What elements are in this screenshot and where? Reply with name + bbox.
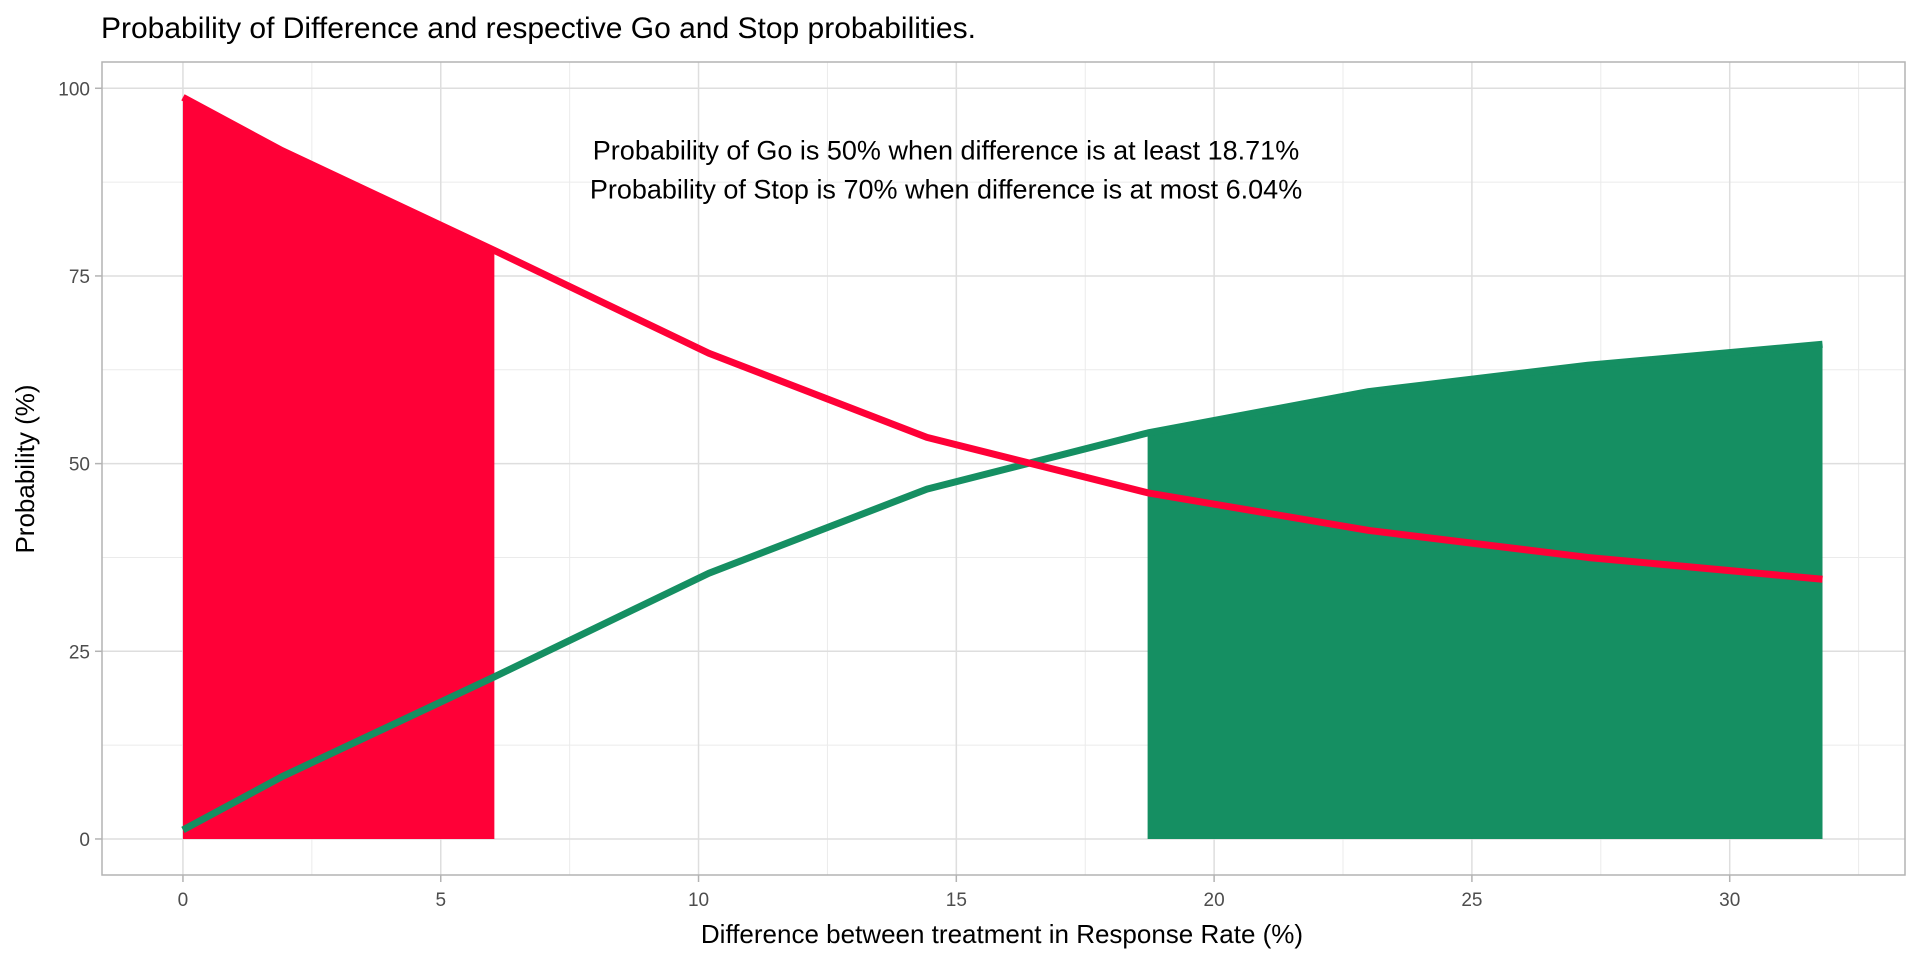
x-tick-label: 10	[688, 890, 709, 911]
chart-title: Probability of Difference and respective…	[101, 12, 976, 45]
panel-border	[101, 61, 1906, 876]
x-axis-title: Difference between treatment in Response…	[701, 919, 1303, 949]
x-tick-label: 20	[1204, 890, 1225, 911]
x-tick-label: 0	[178, 890, 189, 911]
y-axis-title: Probability (%)	[10, 384, 40, 553]
y-axis-ticks: 0 25 50 75 100	[58, 79, 102, 851]
annotation-stop: Probability of Stop is 70% when differen…	[590, 175, 1302, 205]
x-tick-label: 30	[1719, 890, 1740, 911]
y-tick-label: 75	[69, 267, 90, 288]
y-tick-label: 0	[79, 830, 90, 851]
shaded-area-go	[1147, 344, 1823, 839]
x-tick-label: 25	[1461, 890, 1482, 911]
annotation-go: Probability of Go is 50% when difference…	[593, 136, 1299, 166]
series-lines	[181, 94, 1823, 834]
shaded-area-stop	[182, 97, 495, 839]
shaded-areas	[182, 97, 1823, 839]
y-tick-label: 100	[58, 79, 90, 100]
x-axis-ticks: 0 5 10 15 20 25 30	[178, 875, 1740, 911]
x-tick-label: 15	[946, 890, 967, 911]
y-tick-label: 50	[69, 455, 90, 476]
x-tick-label: 5	[435, 890, 446, 911]
y-tick-label: 25	[69, 642, 90, 663]
